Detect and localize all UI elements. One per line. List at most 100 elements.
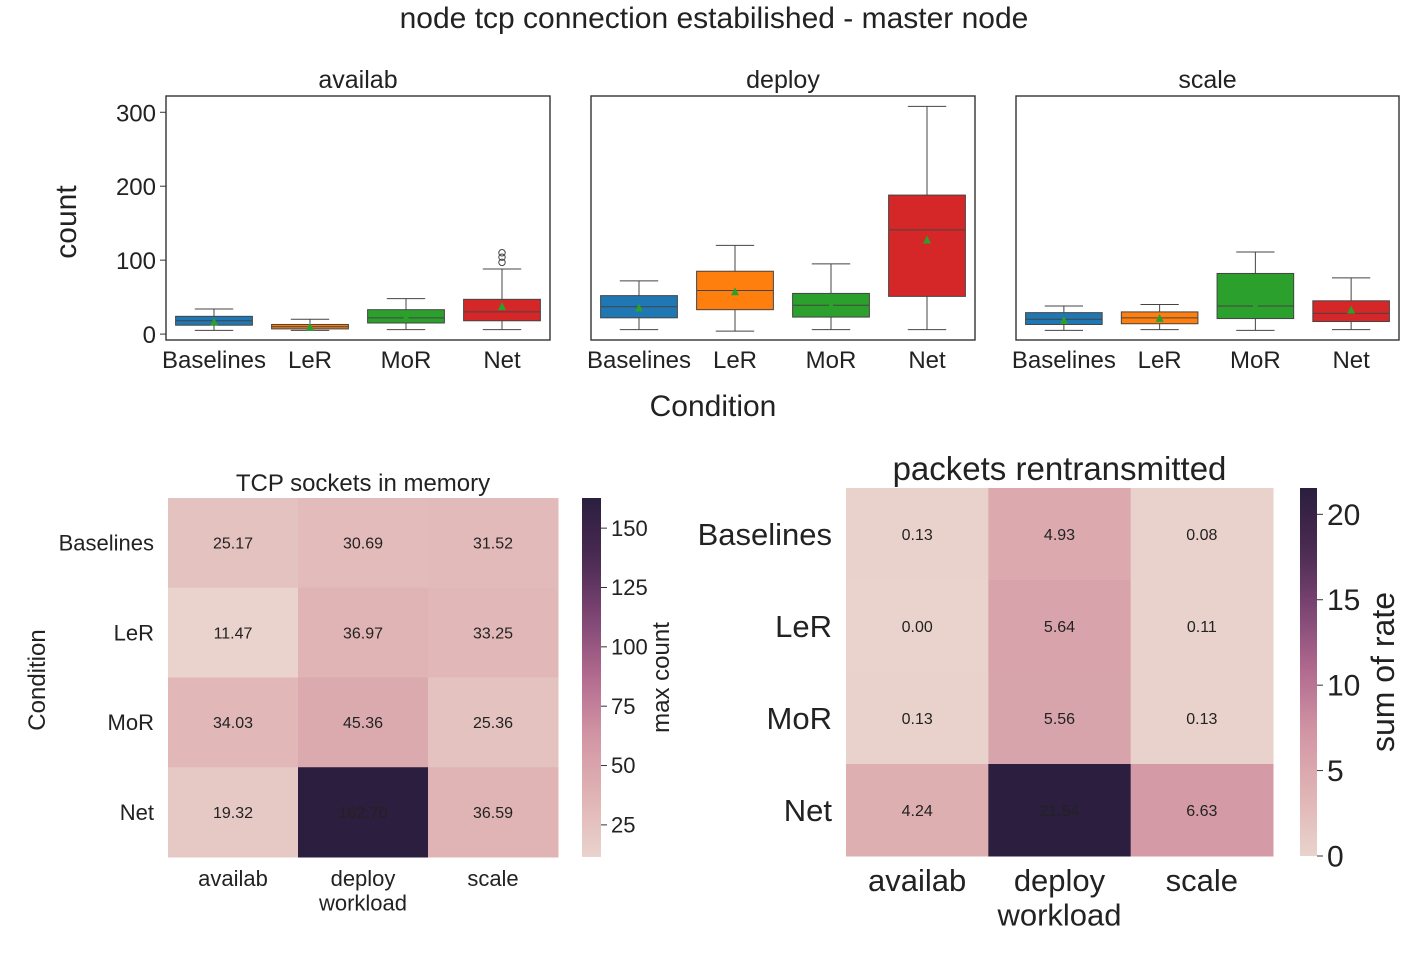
x-axis-label: Condition (650, 390, 777, 423)
colorbar-tick-label: 100 (611, 635, 648, 660)
box-ler (696, 244, 774, 332)
heatmap-cell (846, 488, 989, 581)
heatmap-cell (988, 580, 1132, 673)
outlier-point (498, 249, 506, 257)
colorbar (582, 498, 601, 857)
row-label: MoR (108, 710, 154, 735)
colorbar-tick-label: 50 (611, 753, 635, 778)
mean-marker (1347, 305, 1356, 314)
y-tick-label: 300 (116, 100, 156, 127)
heatmap-cell (428, 587, 559, 678)
cell-value: 4.93 (1044, 527, 1075, 544)
x-tick-label: MoR (806, 347, 857, 374)
panel-title: scale (1178, 66, 1236, 94)
chart-layer: availab Baselines LeR MoR Net 0 100 200 300 deplo… (24, 66, 1401, 933)
panel-frame (590, 95, 976, 341)
row-label: Baselines (698, 517, 832, 552)
heatmap-cell (846, 580, 989, 673)
column-label: availab (868, 863, 966, 898)
box-mor (367, 298, 445, 331)
box-baselines (600, 280, 678, 331)
cell-value: 25.17 (213, 536, 253, 553)
row-label: LeR (114, 620, 154, 645)
heatmap-cell (168, 767, 299, 858)
box-mor (792, 263, 870, 331)
cell-value: 0.13 (902, 527, 933, 544)
colorbar-label: max count (648, 622, 675, 733)
cell-value: 34.03 (213, 715, 253, 732)
box-baselines (1025, 305, 1103, 331)
cell-value: 25.36 (473, 715, 513, 732)
row-label: Net (120, 800, 154, 825)
heatmap-cell (298, 587, 429, 678)
mean-marker (731, 287, 739, 296)
heatmap-cell (1130, 672, 1274, 765)
box-baselines (175, 308, 253, 331)
x-tick-label: LeR (288, 347, 332, 374)
x-tick-label: Baselines (587, 347, 691, 374)
y-tick-label: 0 (143, 322, 156, 349)
heatmap-cell (298, 498, 429, 589)
column-label: scale (467, 866, 518, 891)
cell-value: 4.24 (902, 803, 933, 820)
heatmap-cell (988, 672, 1132, 765)
mean-marker (1251, 301, 1260, 310)
x-tick-label: MoR (381, 347, 432, 374)
outlier-point (498, 253, 506, 261)
box-net (1312, 277, 1390, 331)
colorbar-tick-label: 150 (611, 516, 648, 541)
row-label: MoR (767, 701, 832, 736)
colorbar-tick-label: 75 (611, 694, 635, 719)
mean-marker (827, 301, 835, 310)
cell-value: 0.11 (1187, 619, 1217, 636)
cell-value: 0.13 (902, 711, 933, 728)
cell-value: 0.13 (1186, 711, 1217, 728)
heatmap-cell (298, 677, 429, 768)
column-label: deploy (331, 866, 396, 891)
colorbar-label: sum of rate (1365, 592, 1401, 752)
y-axis-label: count (50, 185, 83, 259)
x-tick-label: LeR (1138, 347, 1182, 374)
heatmap-cell (988, 488, 1132, 581)
box-iqr (1216, 272, 1295, 320)
cell-value: 6.63 (1186, 803, 1217, 820)
figure-title: node tcp connection estabilished - maste… (400, 2, 1029, 35)
mean-marker (306, 322, 314, 331)
row-label: LeR (775, 609, 832, 644)
column-label: workload (318, 891, 407, 916)
mean-marker (923, 235, 931, 244)
x-tick-label: Baselines (1012, 347, 1116, 374)
colorbar-tick-label: 10 (1327, 670, 1360, 703)
column-label: workload (996, 898, 1121, 933)
row-label: Baselines (59, 531, 154, 556)
colorbar-tick-label: 15 (1327, 584, 1360, 617)
cell-value: 31.52 (473, 536, 513, 553)
x-tick-label: Baselines (162, 347, 266, 374)
heatmap-cell (1130, 580, 1274, 673)
heatmap-title: packets rentransmitted (893, 450, 1227, 487)
mean-marker (1155, 313, 1164, 322)
colorbar-tick-label: 20 (1327, 499, 1360, 532)
mean-marker (635, 303, 643, 312)
panel-title: availab (318, 66, 397, 94)
colorbar-tick-label: 5 (1327, 755, 1344, 788)
box-iqr (463, 298, 541, 322)
cell-value: 5.56 (1044, 711, 1075, 728)
cell-value: 30.69 (343, 536, 383, 553)
cell-value: 0.00 (902, 619, 933, 636)
row-label: Net (784, 793, 833, 828)
mean-marker (498, 301, 506, 310)
box-net (888, 105, 966, 331)
outlier-point (498, 258, 506, 267)
heatmap-y-label: Condition (24, 629, 51, 730)
colorbar-tick-label: 125 (611, 575, 648, 600)
y-tick-label: 200 (116, 174, 156, 201)
mean-marker (1059, 316, 1068, 325)
box-ler (1120, 304, 1199, 331)
y-tick-label: 100 (116, 248, 156, 275)
heatmap-cell (168, 677, 299, 768)
panel-frame (165, 95, 551, 341)
heatmap-cell (428, 767, 559, 858)
